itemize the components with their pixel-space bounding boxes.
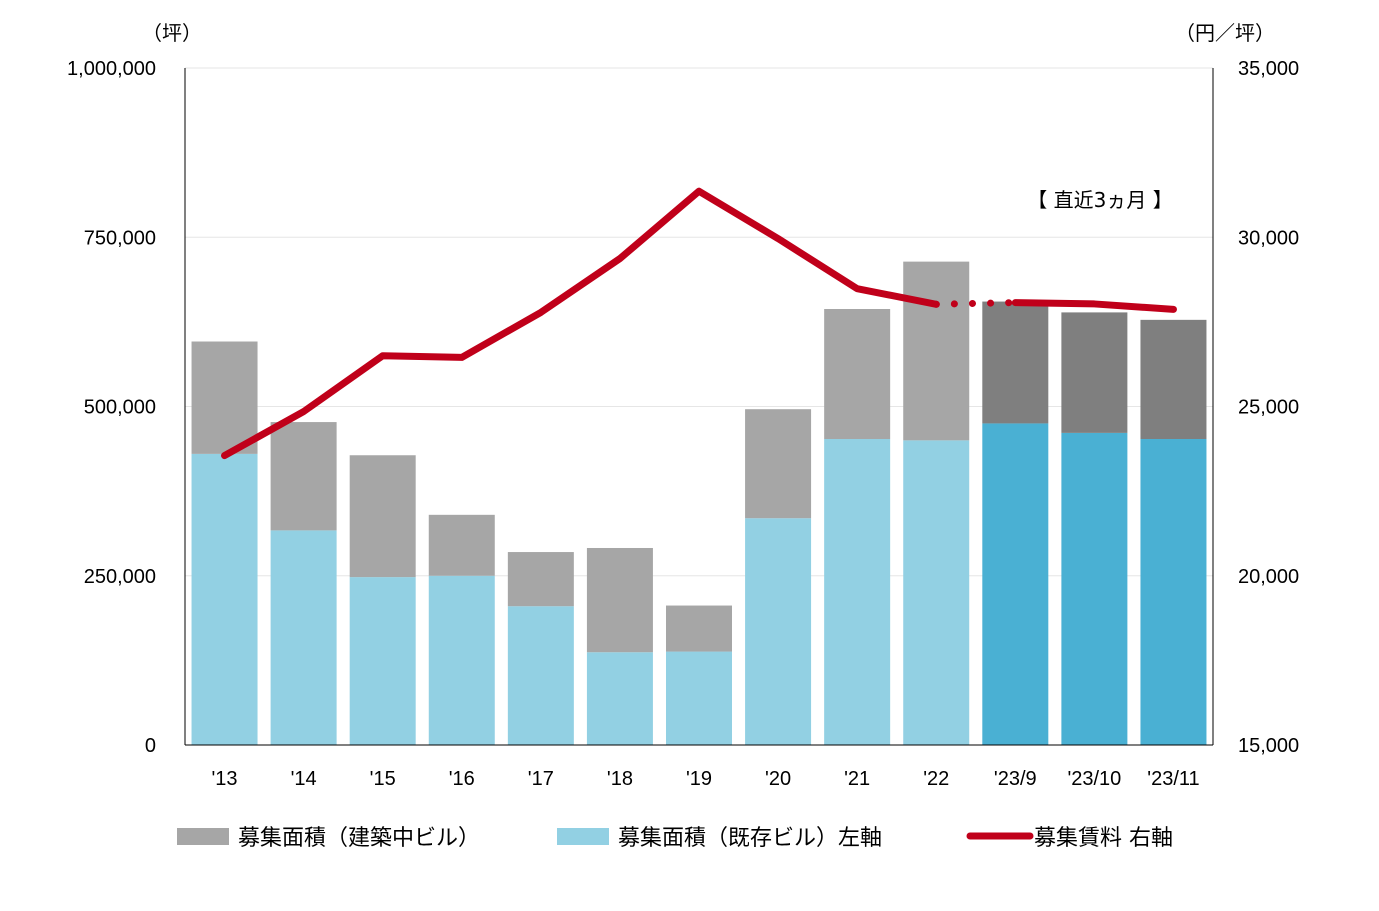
x-tick-label: '14 — [291, 768, 317, 790]
rent-line-annual — [221, 187, 940, 460]
right-tick-label: 25,000 — [1238, 397, 1299, 419]
left-tick-label: 500,000 — [84, 397, 156, 419]
left-axis-unit: （坪） — [142, 21, 202, 45]
bar-existing-3 — [349, 577, 416, 745]
bar-existing-2 — [270, 530, 337, 745]
right-tick-label: 30,000 — [1238, 227, 1299, 249]
left-tick-label: 250,000 — [84, 566, 156, 588]
bar-construction-4 — [428, 514, 495, 576]
legend-swatch-construction — [177, 828, 229, 845]
bar-construction-9 — [824, 309, 891, 439]
x-tick-label: '13 — [211, 768, 237, 790]
bar-existing-9 — [824, 438, 891, 745]
x-tick-label: '23/9 — [994, 768, 1037, 790]
x-tick-label: '21 — [844, 768, 870, 790]
legend-label-construction: 募集面積（建築中ビル） — [238, 826, 480, 851]
bar-construction-6 — [586, 547, 653, 653]
right-tick-label: 15,000 — [1238, 735, 1299, 757]
axes — [184, 68, 1214, 746]
gridlines — [185, 67, 1213, 577]
legend-swatch-existing — [557, 828, 609, 845]
x-tick-label: '20 — [765, 768, 791, 790]
bar-existing-1 — [191, 453, 258, 745]
bar-construction-11 — [982, 301, 1049, 424]
right-axis-unit: （円／坪） — [1175, 21, 1275, 45]
left-axis-ticks: 0 250,000 500,000 750,000 1,000,000 — [67, 58, 156, 757]
x-tick-label: '22 — [923, 768, 949, 790]
legend-label-rent: 募集賃料 右軸 — [1034, 826, 1173, 851]
bar-construction-2 — [270, 422, 337, 531]
bar-existing-12 — [1061, 432, 1128, 745]
left-tick-label: 1,000,000 — [67, 58, 156, 80]
bar-existing-5 — [507, 606, 574, 745]
legend-label-existing: 募集面積（既存ビル）左軸 — [618, 826, 882, 851]
right-tick-label: 35,000 — [1238, 58, 1299, 80]
rent-line — [221, 187, 1177, 460]
bar-existing-10 — [903, 440, 970, 745]
bar-existing-13 — [1140, 438, 1207, 745]
x-tick-label: '15 — [370, 768, 396, 790]
bar-existing-11 — [982, 423, 1049, 745]
bar-construction-5 — [507, 552, 574, 607]
x-tick-label: '16 — [449, 768, 475, 790]
bar-construction-13 — [1140, 319, 1207, 439]
bar-existing-8 — [745, 518, 812, 745]
x-tick-label: '23/11 — [1147, 768, 1199, 790]
x-tick-label: '19 — [686, 768, 712, 790]
x-tick-label: '23/10 — [1067, 768, 1121, 790]
bars — [191, 261, 1207, 745]
bar-construction-12 — [1061, 312, 1128, 433]
bar-existing-4 — [428, 575, 495, 745]
right-axis-ticks: 15,000 20,000 25,000 30,000 35,000 — [1238, 58, 1299, 757]
legend: 募集面積（建築中ビル） 募集面積（既存ビル）左軸 募集賃料 右軸 — [177, 826, 1173, 851]
bar-construction-1 — [191, 341, 258, 454]
bar-construction-10 — [903, 261, 970, 441]
x-axis-ticks: '13 '14 '15 '16 '17 '18 '19 '20 '21 '22 '23/9 '23/1… — [211, 768, 1199, 790]
left-tick-label: 0 — [145, 735, 156, 757]
rent-line-bridge-dotted — [932, 299, 1019, 308]
bar-construction-8 — [745, 409, 812, 519]
right-tick-label: 20,000 — [1238, 566, 1299, 588]
x-tick-label: '17 — [528, 768, 554, 790]
rent-line-recent — [1011, 299, 1177, 313]
bar-existing-7 — [666, 651, 732, 745]
bar-existing-6 — [586, 652, 653, 745]
left-tick-label: 750,000 — [84, 227, 156, 249]
x-tick-label: '18 — [607, 768, 633, 790]
bar-construction-7 — [666, 605, 732, 652]
bar-construction-3 — [349, 455, 416, 578]
recent-3-months-annotation: 【 直近3ヵ月 】 — [1027, 188, 1172, 212]
